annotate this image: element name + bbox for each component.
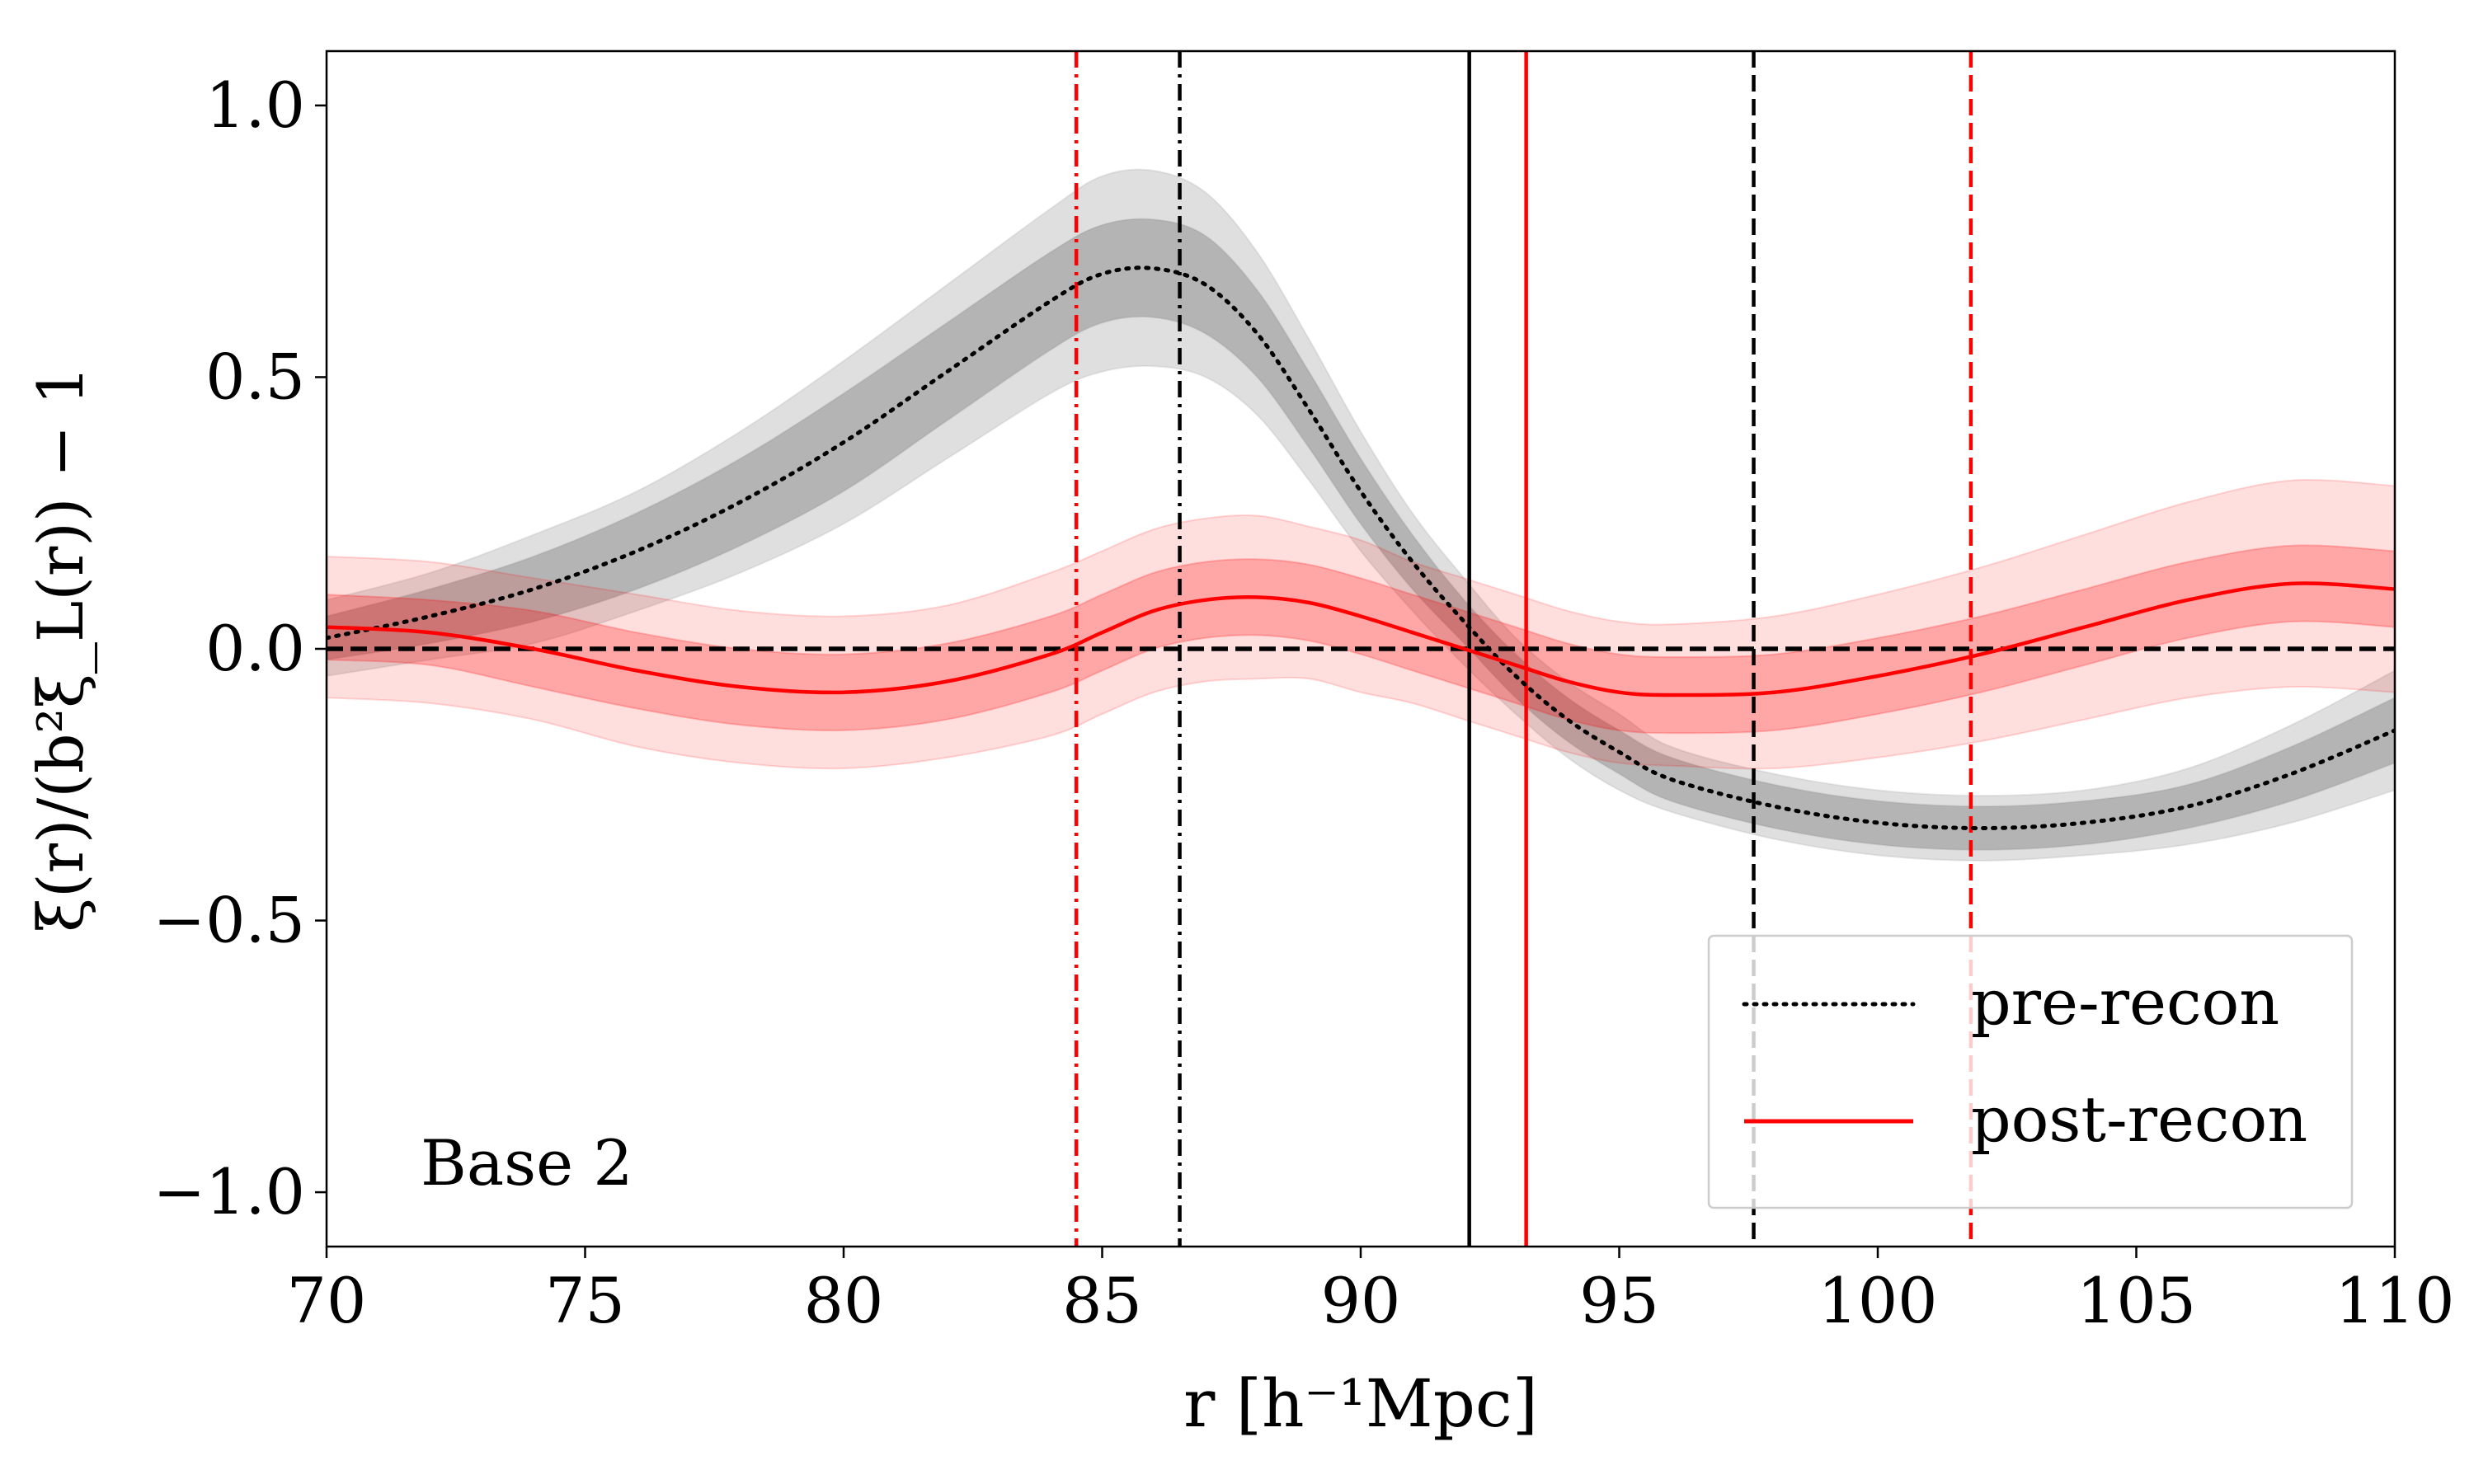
x-tick-label: 75 — [545, 1264, 625, 1337]
post-recon-line — [327, 581, 2395, 697]
x-tick-label: 105 — [2077, 1264, 2196, 1337]
legend: pre-recon post-recon — [1707, 934, 2354, 1209]
legend-label-post-recon: post-recon — [1971, 1082, 2307, 1156]
y-tick-label: 0.5 — [205, 340, 305, 413]
pre-recon-line — [327, 265, 2395, 831]
series-lines — [327, 265, 2395, 831]
x-tick-label: 110 — [2335, 1264, 2454, 1337]
y-tick-label: −1.0 — [153, 1155, 305, 1228]
y-tick-label: 0.0 — [205, 612, 305, 685]
confidence-bands — [327, 168, 2395, 862]
x-axis-ticks: 70 75 80 85 90 95 100 105 110 — [287, 1247, 2455, 1337]
post-recon-inner-band — [327, 544, 2395, 735]
x-tick-label: 100 — [1818, 1264, 1937, 1337]
legend-box — [1707, 934, 2354, 1209]
y-axis-label: ξ(r)/(b²ξ_L(r)) − 1 — [24, 365, 97, 932]
x-tick-label: 85 — [1062, 1264, 1142, 1337]
x-tick-label: 70 — [287, 1264, 367, 1337]
x-tick-label: 90 — [1321, 1264, 1401, 1337]
x-axis-label: r [h⁻¹Mpc] — [1183, 1365, 1538, 1442]
legend-label-pre-recon: pre-recon — [1971, 965, 2279, 1039]
post-recon-outer-band — [327, 478, 2395, 770]
y-tick-label: 1.0 — [205, 68, 305, 142]
y-axis-ticks: −1.0 −0.5 0.0 0.5 1.0 — [153, 68, 327, 1228]
pre-recon-outer-band — [327, 168, 2395, 862]
y-tick-label: −0.5 — [153, 884, 305, 957]
x-tick-label: 80 — [804, 1264, 884, 1337]
x-tick-label: 95 — [1579, 1264, 1659, 1337]
annotation-label: Base 2 — [421, 1126, 633, 1200]
